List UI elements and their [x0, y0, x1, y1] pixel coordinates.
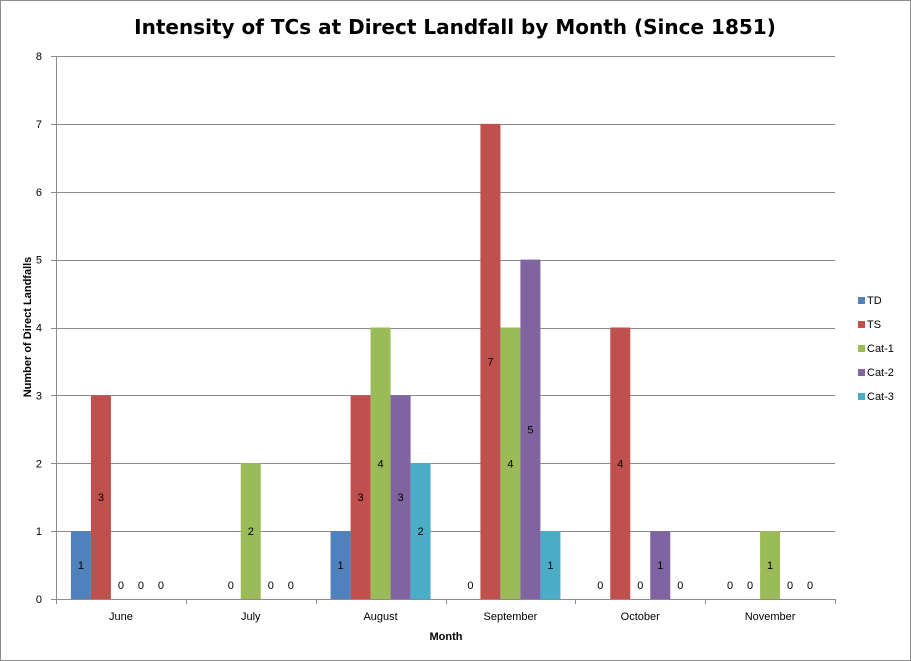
data-label: 0	[807, 580, 813, 592]
x-tick-label: November	[745, 611, 796, 623]
legend-swatch	[858, 369, 865, 376]
y-tick-label: 2	[36, 458, 42, 470]
legend-swatch	[858, 297, 865, 304]
data-label: 0	[268, 580, 274, 592]
bar	[240, 463, 261, 599]
legend-swatch	[858, 345, 865, 352]
legend-swatch	[858, 321, 865, 328]
data-label: 1	[338, 560, 344, 572]
data-label: 0	[118, 580, 124, 592]
y-axis-title: Number of Direct Landfalls	[22, 257, 34, 398]
x-tick-label: October	[621, 611, 660, 623]
data-label: 1	[657, 560, 663, 572]
x-tick-label: June	[109, 611, 133, 623]
data-label: 0	[727, 580, 733, 592]
bars	[70, 123, 781, 599]
bar	[500, 327, 521, 599]
data-label: 0	[637, 580, 643, 592]
legend-swatch	[858, 393, 865, 400]
data-label: 2	[248, 526, 254, 538]
data-label: 4	[507, 458, 513, 470]
y-tick-label: 3	[36, 390, 42, 402]
data-label: 3	[98, 492, 104, 504]
data-label: 0	[138, 580, 144, 592]
y-tick-label: 6	[36, 187, 42, 199]
bar	[610, 327, 631, 599]
data-label: 0	[288, 580, 294, 592]
data-label: 0	[747, 580, 753, 592]
legend-label: TD	[867, 295, 882, 307]
bar	[520, 259, 541, 599]
bar	[410, 463, 431, 599]
bar	[350, 395, 371, 599]
data-label: 3	[398, 492, 404, 504]
data-label: 0	[467, 580, 473, 592]
legend-label: Cat-3	[867, 391, 894, 403]
x-tick-label: August	[363, 611, 397, 623]
data-label: 7	[487, 356, 493, 368]
x-tick-label: July	[241, 611, 261, 623]
legend: TD TS Cat-1 Cat-2 Cat-3	[858, 295, 894, 403]
data-label: 3	[358, 492, 364, 504]
x-axis-title: Month	[430, 631, 463, 643]
data-labels: 1 3 0 0 0 0 2 0 0 1 3 4 3 2 0 7 4 5 1 0 4 0 1 0 0 0 1 0 0	[78, 356, 813, 592]
bar	[70, 531, 91, 599]
y-tick-label: 8	[36, 51, 42, 63]
data-label: 0	[677, 580, 683, 592]
bar	[330, 531, 351, 599]
gridlines	[56, 56, 835, 532]
x-tick-labels: June July August September October November	[109, 611, 796, 623]
y-tick-labels: 0 1 2 3 4 5 6 7 8	[36, 51, 42, 606]
bar	[760, 531, 781, 599]
x-tick-label: September	[484, 611, 538, 623]
legend-label: Cat-2	[867, 367, 894, 379]
data-label: 2	[418, 526, 424, 538]
y-tick-label: 1	[36, 526, 42, 538]
data-label: 4	[617, 458, 623, 470]
y-tick-label: 4	[36, 323, 42, 335]
data-label: 1	[767, 560, 773, 572]
bar	[480, 123, 501, 599]
bar	[370, 327, 391, 599]
data-label: 5	[527, 424, 533, 436]
y-tick-label: 5	[36, 255, 42, 267]
y-tick-label: 7	[36, 119, 42, 131]
bar	[540, 531, 561, 599]
chart-title: Intensity of TCs at Direct Landfall by M…	[134, 15, 776, 39]
bar	[390, 395, 411, 599]
legend-label: Cat-1	[867, 343, 894, 355]
data-label: 0	[228, 580, 234, 592]
legend-label: TS	[867, 319, 881, 331]
bar	[90, 395, 111, 599]
data-label: 0	[597, 580, 603, 592]
data-label: 0	[787, 580, 793, 592]
axes	[51, 56, 836, 604]
data-label: 1	[78, 560, 84, 572]
data-label: 4	[378, 458, 384, 470]
bar	[650, 531, 671, 599]
data-label: 1	[547, 560, 553, 572]
y-tick-label: 0	[36, 594, 42, 606]
data-label: 0	[158, 580, 164, 592]
